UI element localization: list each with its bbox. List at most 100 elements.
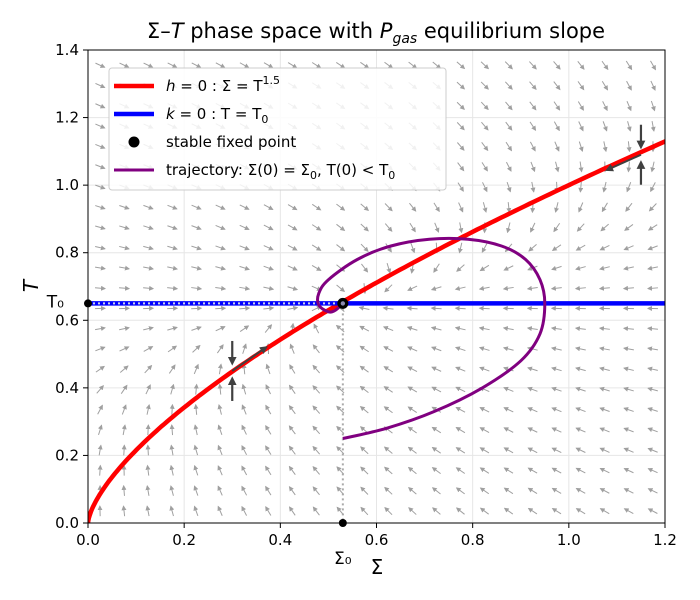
field-arrow: [242, 343, 247, 354]
field-arrow: [95, 225, 106, 231]
field-arrow: [479, 467, 490, 474]
field-arrow: [384, 486, 393, 495]
field-arrow: [479, 447, 490, 454]
field-arrow: [528, 243, 537, 252]
field-arrow: [336, 284, 346, 293]
field-arrow: [265, 384, 271, 395]
fixed-point-guides: [88, 302, 344, 523]
x-tick-label: 0.2: [172, 531, 196, 549]
field-arrow: [598, 326, 610, 332]
field-arrow: [503, 407, 514, 413]
field-arrow: [360, 243, 369, 252]
field-arrow: [217, 505, 223, 516]
field-arrow: [121, 424, 127, 436]
field-arrow: [193, 383, 199, 395]
field-arrow: [239, 62, 250, 69]
field-arrow: [167, 245, 178, 251]
field-arrow: [529, 61, 537, 70]
field-arrow: [599, 488, 610, 494]
field-arrow: [626, 121, 632, 132]
field-arrow: [239, 265, 250, 271]
field-arrow: [647, 488, 658, 494]
field-arrow: [360, 223, 369, 232]
field-arrow: [481, 121, 489, 131]
field-arrow: [554, 161, 560, 173]
field-arrow: [217, 424, 223, 435]
field-arrow: [554, 202, 559, 213]
field-arrow: [553, 222, 561, 233]
field-arrow: [336, 486, 345, 495]
field-arrow: [626, 100, 632, 112]
field-arrow: [145, 403, 151, 415]
plot-data: [88, 139, 665, 523]
field-arrow: [241, 424, 247, 435]
field-arrow: [121, 484, 127, 496]
field-arrow: [217, 465, 223, 476]
field-arrow: [408, 507, 417, 515]
field-arrow: [287, 265, 298, 271]
field-arrow: [384, 61, 394, 69]
field-arrow: [215, 285, 227, 291]
field-arrow: [622, 326, 634, 332]
field-arrow: [312, 405, 321, 414]
field-arrow: [119, 245, 130, 251]
field-arrow: [408, 486, 417, 495]
field-arrow: [336, 405, 345, 414]
field-arrow: [647, 346, 658, 352]
field-arrow: [553, 121, 560, 132]
series-trajectory: [316, 236, 547, 440]
field-arrow: [143, 204, 154, 210]
field-arrow: [239, 325, 250, 332]
field-arrow: [167, 204, 178, 210]
field-arrow: [120, 43, 129, 47]
field-arrow: [193, 505, 199, 517]
legend-label-k: k = 0 : T = T0: [166, 105, 268, 126]
field-arrow: [311, 244, 322, 251]
field-arrow: [623, 245, 634, 251]
field-arrow: [481, 162, 488, 172]
field-arrow: [504, 61, 513, 70]
field-arrow: [479, 427, 490, 433]
field-arrow: [263, 285, 275, 291]
field-arrow: [602, 121, 608, 132]
field-arrow: [407, 346, 418, 352]
field-arrow: [263, 265, 274, 271]
field-arrow: [527, 507, 538, 515]
field-arrow: [527, 467, 538, 474]
field-arrow: [503, 447, 514, 454]
field-arrow: [504, 81, 513, 90]
field-arrow: [191, 245, 202, 251]
field-arrow: [454, 346, 466, 352]
field-arrow: [478, 326, 490, 331]
x-tick-label: 0.6: [365, 531, 389, 549]
field-arrow: [647, 224, 658, 231]
field-arrow: [672, 348, 682, 350]
field-arrow: [191, 204, 202, 210]
field-arrow: [551, 427, 562, 433]
field-arrow: [529, 121, 537, 132]
field-arrow: [575, 427, 586, 433]
field-arrow: [335, 365, 345, 373]
field-arrow: [577, 60, 585, 70]
field-arrow: [288, 42, 297, 47]
field-arrow: [478, 346, 490, 352]
field-arrow: [239, 224, 250, 231]
field-arrow: [430, 346, 442, 352]
field-arrow: [191, 225, 202, 231]
field-arrow: [650, 41, 656, 49]
field-arrow: [215, 62, 226, 69]
field-arrow: [217, 404, 223, 415]
field-arrow: [169, 403, 175, 415]
field-arrow: [407, 285, 418, 291]
field-arrow: [456, 142, 465, 151]
field-arrow: [191, 62, 202, 68]
field-arrow: [502, 285, 514, 291]
field-arrow: [360, 203, 370, 212]
field-arrow: [575, 447, 586, 453]
field-arrow: [265, 506, 272, 516]
field-arrow: [479, 264, 490, 272]
field-arrow: [289, 343, 295, 354]
y-tick-label: 0.8: [55, 244, 79, 262]
field-arrow: [312, 425, 321, 435]
field-arrow: [193, 403, 199, 415]
